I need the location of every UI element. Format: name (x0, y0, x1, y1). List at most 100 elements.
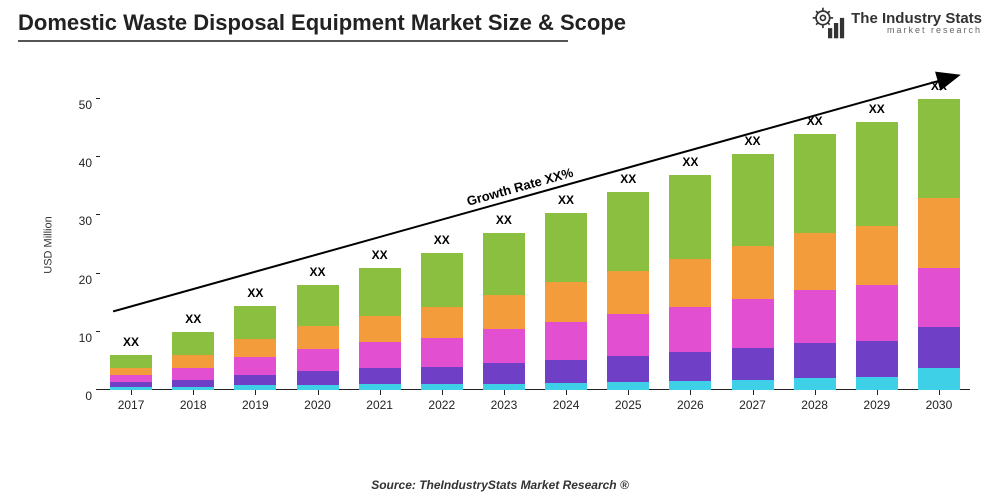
bar-segment (545, 360, 587, 383)
bar-segment (918, 368, 960, 390)
bar-segment (110, 368, 152, 376)
y-tick-mark (96, 331, 100, 332)
x-axis-baseline (96, 389, 970, 390)
bar-group: XX (483, 233, 525, 390)
bar-segment (421, 307, 463, 337)
bar-segment (794, 378, 836, 390)
bar-segment (856, 377, 898, 390)
bar-segment (234, 375, 276, 385)
bar-value-label: XX (123, 335, 139, 349)
gear-bars-icon (811, 6, 845, 40)
bar-group: XX (359, 268, 401, 390)
x-tick-mark (193, 390, 194, 395)
bar-value-label: XX (372, 248, 388, 262)
bar-segment (669, 175, 711, 259)
chart-area: USD Million 01020304050XX2017XX2018XX201… (70, 60, 975, 430)
title-underline (18, 40, 568, 42)
y-tick-label: 20 (79, 273, 92, 287)
bar-segment (172, 368, 214, 380)
x-tick-label: 2029 (863, 398, 890, 412)
plot-region: 01020304050XX2017XX2018XX2019XX2020XX202… (100, 70, 970, 390)
bar-segment (856, 122, 898, 226)
bar-segment (297, 371, 339, 384)
x-tick-mark (504, 390, 505, 395)
bar-segment (607, 356, 649, 382)
x-tick-label: 2024 (553, 398, 580, 412)
bar-group: XX (545, 213, 587, 390)
source-caption: Source: TheIndustryStats Market Research… (371, 478, 629, 492)
bar-group: XX (669, 175, 711, 390)
y-tick-label: 30 (79, 214, 92, 228)
bar-group: XX (732, 154, 774, 390)
bar-group: XX (607, 192, 649, 390)
x-tick-label: 2028 (801, 398, 828, 412)
bar-segment (669, 307, 711, 352)
x-tick-label: 2023 (491, 398, 518, 412)
x-tick-mark (753, 390, 754, 395)
x-tick-mark (939, 390, 940, 395)
bar-segment (172, 332, 214, 355)
bar-segment (856, 285, 898, 340)
x-tick-mark (566, 390, 567, 395)
logo-sub-text: market research (851, 26, 982, 35)
brand-logo: The Industry Stats market research (811, 6, 982, 40)
bar-segment (545, 383, 587, 390)
bar-segment (172, 355, 214, 368)
x-tick-mark (815, 390, 816, 395)
logo-main-text: The Industry Stats (851, 11, 982, 26)
bar-segment (359, 268, 401, 316)
y-tick-label: 0 (85, 389, 92, 403)
bar-group: XX (794, 134, 836, 390)
y-tick-mark (96, 273, 100, 274)
bar-group: XX (297, 285, 339, 390)
bar-segment (669, 259, 711, 307)
bar-segment (918, 268, 960, 327)
bar-segment (732, 380, 774, 390)
bar-segment (607, 271, 649, 315)
x-tick-label: 2017 (118, 398, 145, 412)
x-tick-mark (628, 390, 629, 395)
y-tick-mark (96, 98, 100, 99)
x-tick-mark (255, 390, 256, 395)
bar-segment (794, 233, 836, 290)
bar-segment (732, 246, 774, 298)
bar-segment (732, 154, 774, 246)
x-tick-label: 2019 (242, 398, 269, 412)
x-tick-mark (690, 390, 691, 395)
bar-group: XX (421, 253, 463, 390)
x-tick-mark (380, 390, 381, 395)
bar-value-label: XX (620, 172, 636, 186)
bar-value-label: XX (496, 213, 512, 227)
y-tick-mark (96, 156, 100, 157)
y-tick-label: 10 (79, 331, 92, 345)
chart-title: Domestic Waste Disposal Equipment Market… (18, 10, 626, 36)
bar-value-label: XX (558, 193, 574, 207)
bar-segment (234, 306, 276, 339)
bar-segment (856, 226, 898, 285)
bar-segment (856, 341, 898, 378)
x-tick-label: 2018 (180, 398, 207, 412)
x-tick-label: 2026 (677, 398, 704, 412)
bar-segment (172, 380, 214, 387)
bar-segment (545, 322, 587, 360)
bar-segment (794, 290, 836, 344)
bar-segment (732, 348, 774, 380)
bar-segment (110, 375, 152, 382)
bar-group: XX (172, 332, 214, 390)
bar-value-label: XX (309, 265, 325, 279)
bar-segment (918, 327, 960, 368)
bar-value-label: XX (682, 155, 698, 169)
bar-segment (607, 192, 649, 271)
bar-segment (421, 367, 463, 384)
x-tick-label: 2022 (428, 398, 455, 412)
bar-group: XX (110, 355, 152, 390)
bar-segment (110, 355, 152, 368)
x-tick-label: 2025 (615, 398, 642, 412)
x-tick-label: 2030 (926, 398, 953, 412)
bar-segment (297, 349, 339, 371)
bar-segment (918, 99, 960, 198)
y-axis-label: USD Million (43, 216, 55, 273)
bar-value-label: XX (931, 79, 947, 93)
bar-segment (234, 357, 276, 374)
bar-segment (483, 329, 525, 363)
